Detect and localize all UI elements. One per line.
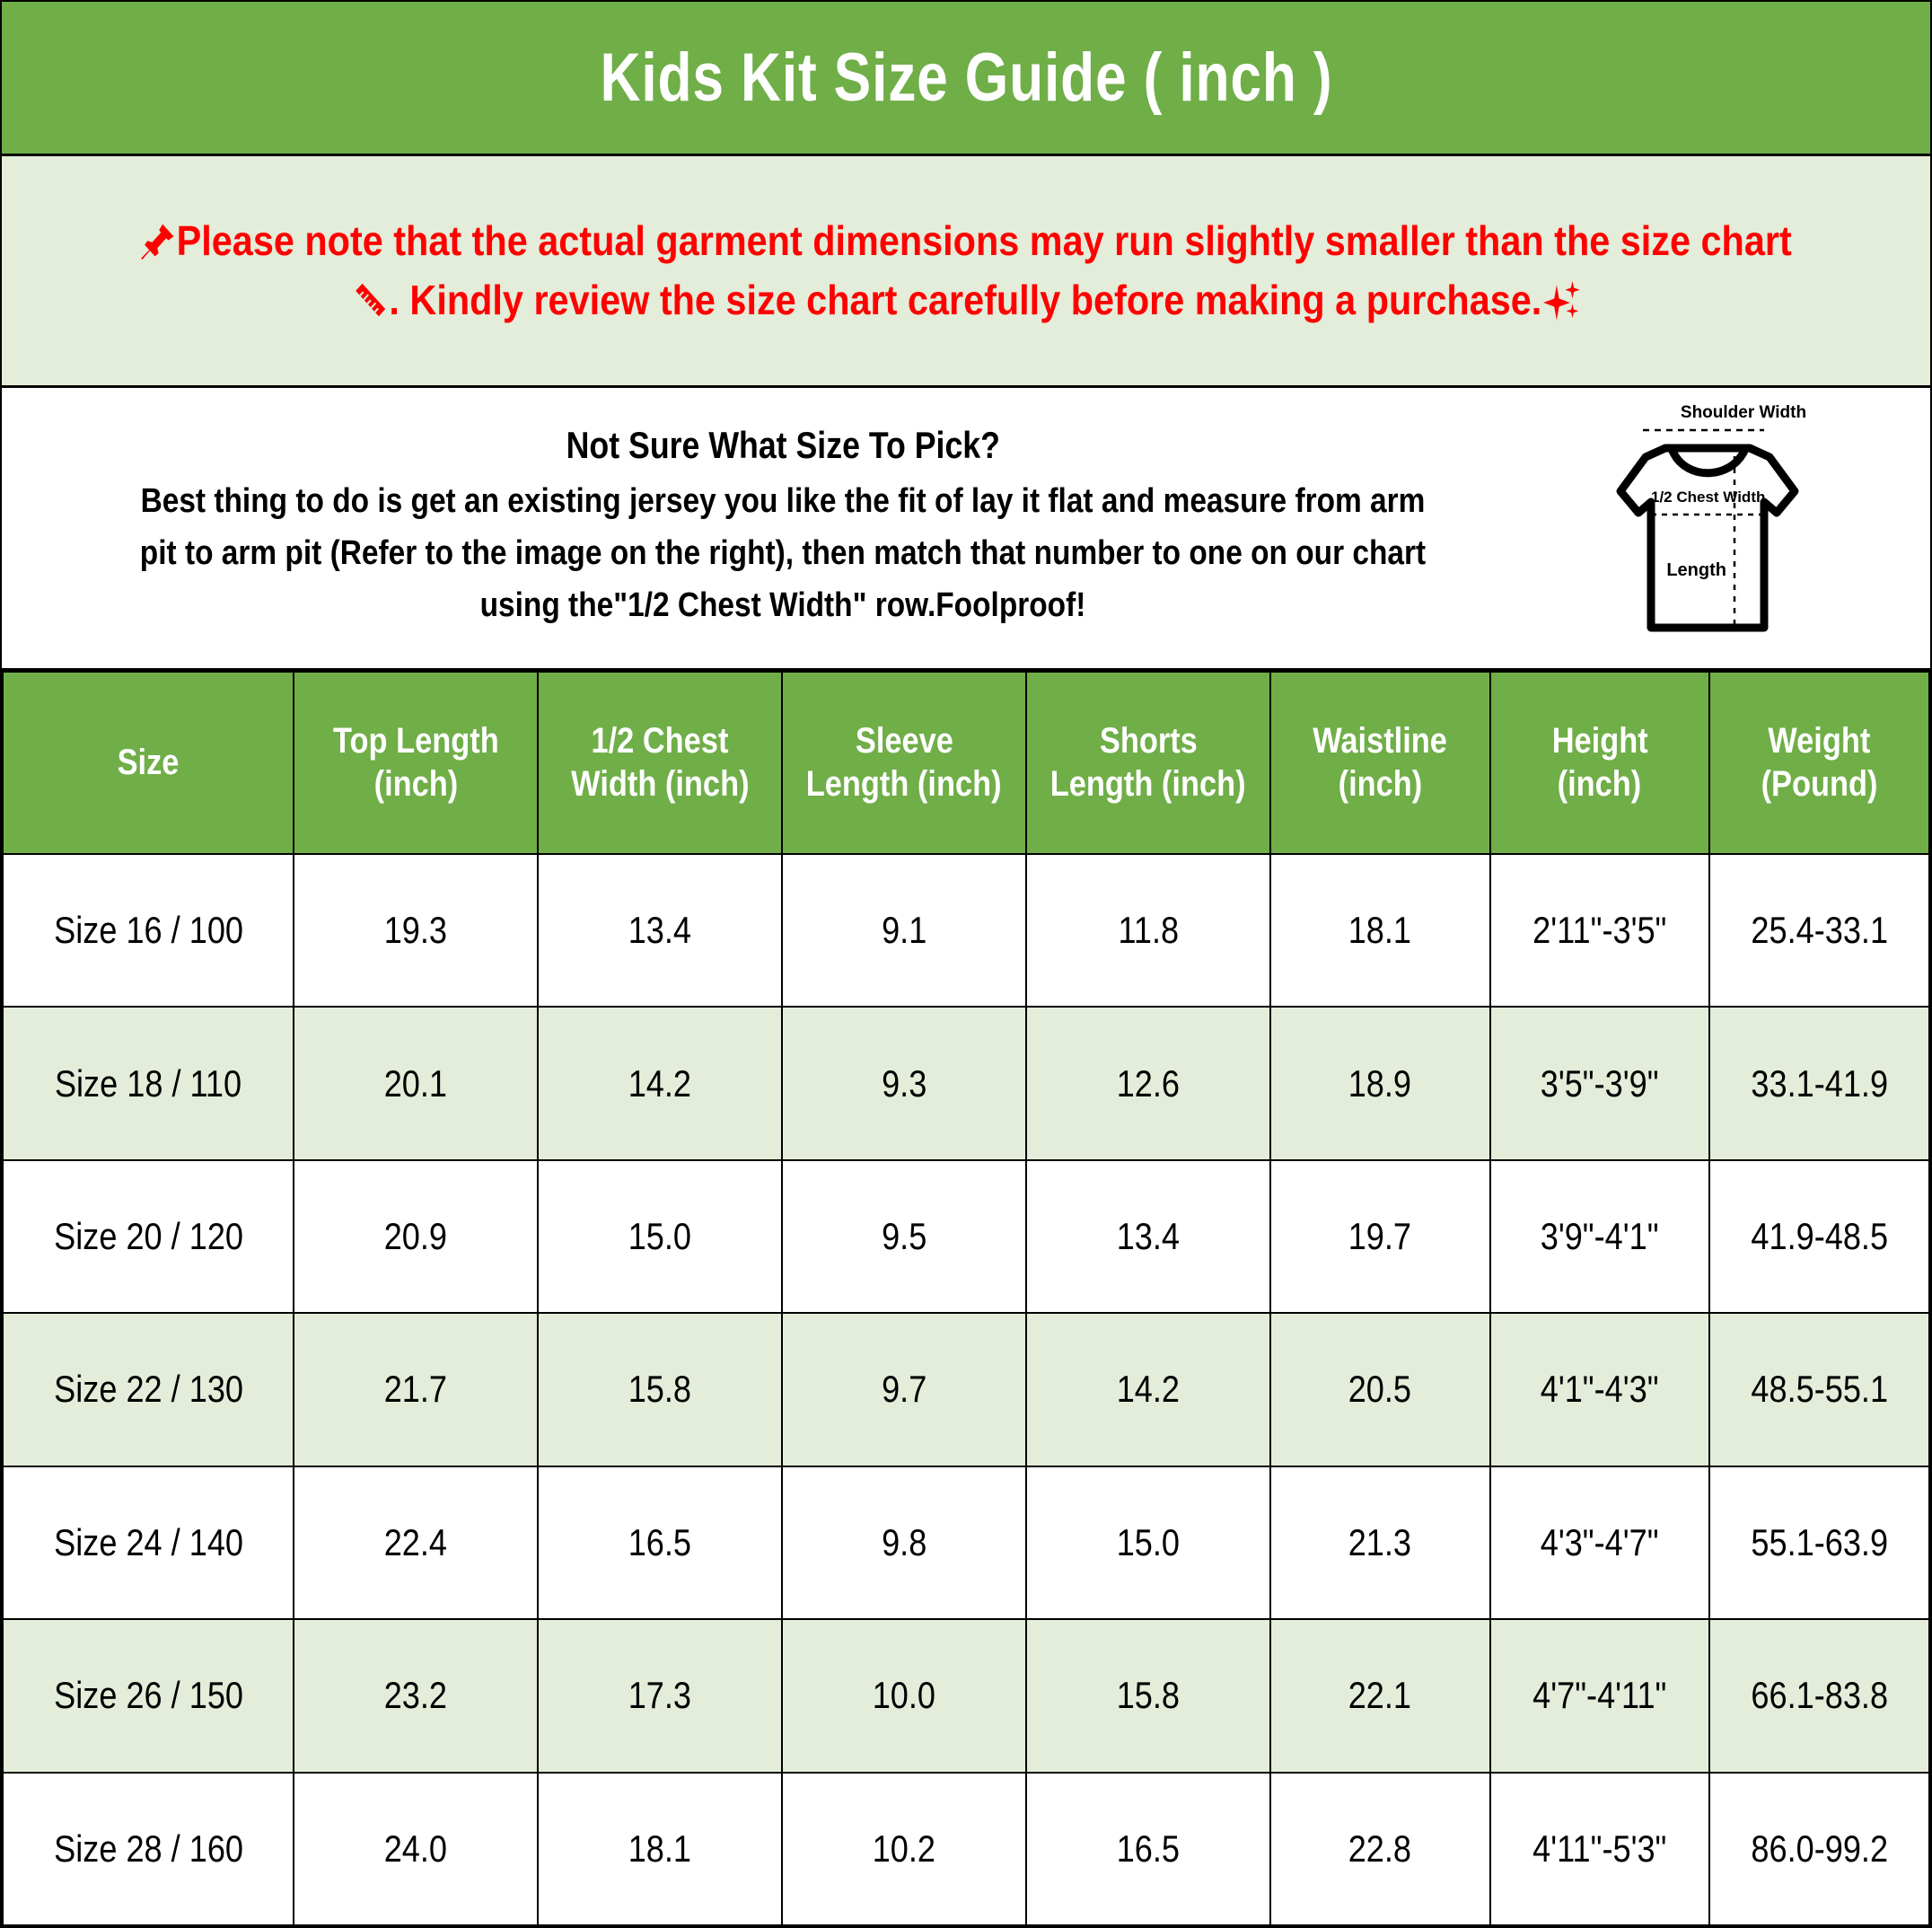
info-band: Not Sure What Size To Pick? Best thing t… [2,388,1930,671]
cell-size: Size 16 / 100 [1,852,295,1008]
sparkles-icon [1541,278,1580,321]
ruler-icon [352,279,389,321]
column-header-shorts-length: Shorts Length (inch) [1024,671,1271,855]
column-header-half-chest-width: 1/2 Chest Width (inch) [537,671,783,855]
shoulder-width-label: Shoulder Width [1681,403,1806,422]
column-header-weight: Weight (Pound) [1708,671,1930,855]
column-header-sleeve-length: Sleeve Length (inch) [781,671,1027,855]
column-header-size: Size [1,671,295,855]
pushpin-icon [140,221,177,262]
notice-band: Please note that the actual garment dime… [2,156,1930,388]
tshirt-measurement-diagram: Shoulder Width 1/2 Chest Width Length [1564,388,1930,668]
length-label: Length [1666,560,1726,580]
column-header-top-length: Top Length (inch) [293,671,540,855]
table-row: Size 16 / 100 19.3 13.4 9.1 11.8 18.1 2'11"-3'… [1,852,1930,1008]
cell-size: Size 18 / 110 [1,1006,295,1161]
title-band: Kids Kit Size Guide ( inch ) [2,2,1930,156]
cell-size: Size 20 / 120 [1,1158,295,1315]
table-body: Size 16 / 100 19.3 13.4 9.1 11.8 18.1 2'11"-3'… [1,852,1930,1927]
table-row: Size 24 / 140 22.4 16.5 9.8 15.0 21.3 4'3"-4'7… [1,1465,1930,1621]
notice-text-1: Please note that the actual garment dime… [177,217,1793,265]
table-row: Size 28 / 160 24.0 18.1 10.2 16.5 22.8 4'11"-5… [1,1771,1930,1927]
page-title: Kids Kit Size Guide ( inch ) [600,40,1332,116]
info-body: Best thing to do is get an existing jers… [139,482,1427,624]
half-chest-width-label: 1/2 Chest Width [1651,489,1765,506]
table-row: Size 20 / 120 20.9 15.0 9.5 13.4 19.7 3'9"-4'1… [1,1158,1930,1315]
table-row: Size 26 / 150 23.2 17.3 10.0 15.8 22.1 4'7"-4'… [1,1618,1930,1774]
cell-size: Size 28 / 160 [1,1771,295,1927]
cell-size: Size 24 / 140 [1,1465,295,1621]
cell-size: Size 22 / 130 [1,1312,295,1467]
notice-text-2: . Kindly review the size chart carefully… [389,276,1542,323]
info-text-wrap: Not Sure What Size To Pick? Best thing t… [2,388,1564,668]
table-row: Size 18 / 110 20.1 14.2 9.3 12.6 18.9 3'5"-3'9… [1,1006,1930,1161]
info-heading: Not Sure What Size To Pick? [566,424,1000,467]
table-row: Size 22 / 130 21.7 15.8 9.7 14.2 20.5 4'1"-4'3… [1,1312,1930,1467]
column-header-height: Height (inch) [1489,671,1711,855]
column-header-waistline: Waistline (inch) [1269,671,1491,855]
notice-line-1: Please note that the actual garment dime… [140,212,1793,270]
size-chart-table: Size Top Length (inch) 1/2 Chest Width (in… [1,671,1930,1927]
table-header-row: Size Top Length (inch) 1/2 Chest Width (in… [1,671,1930,855]
cell-size: Size 26 / 150 [1,1618,295,1774]
notice-line-2: . Kindly review the size chart carefully… [352,271,1580,330]
